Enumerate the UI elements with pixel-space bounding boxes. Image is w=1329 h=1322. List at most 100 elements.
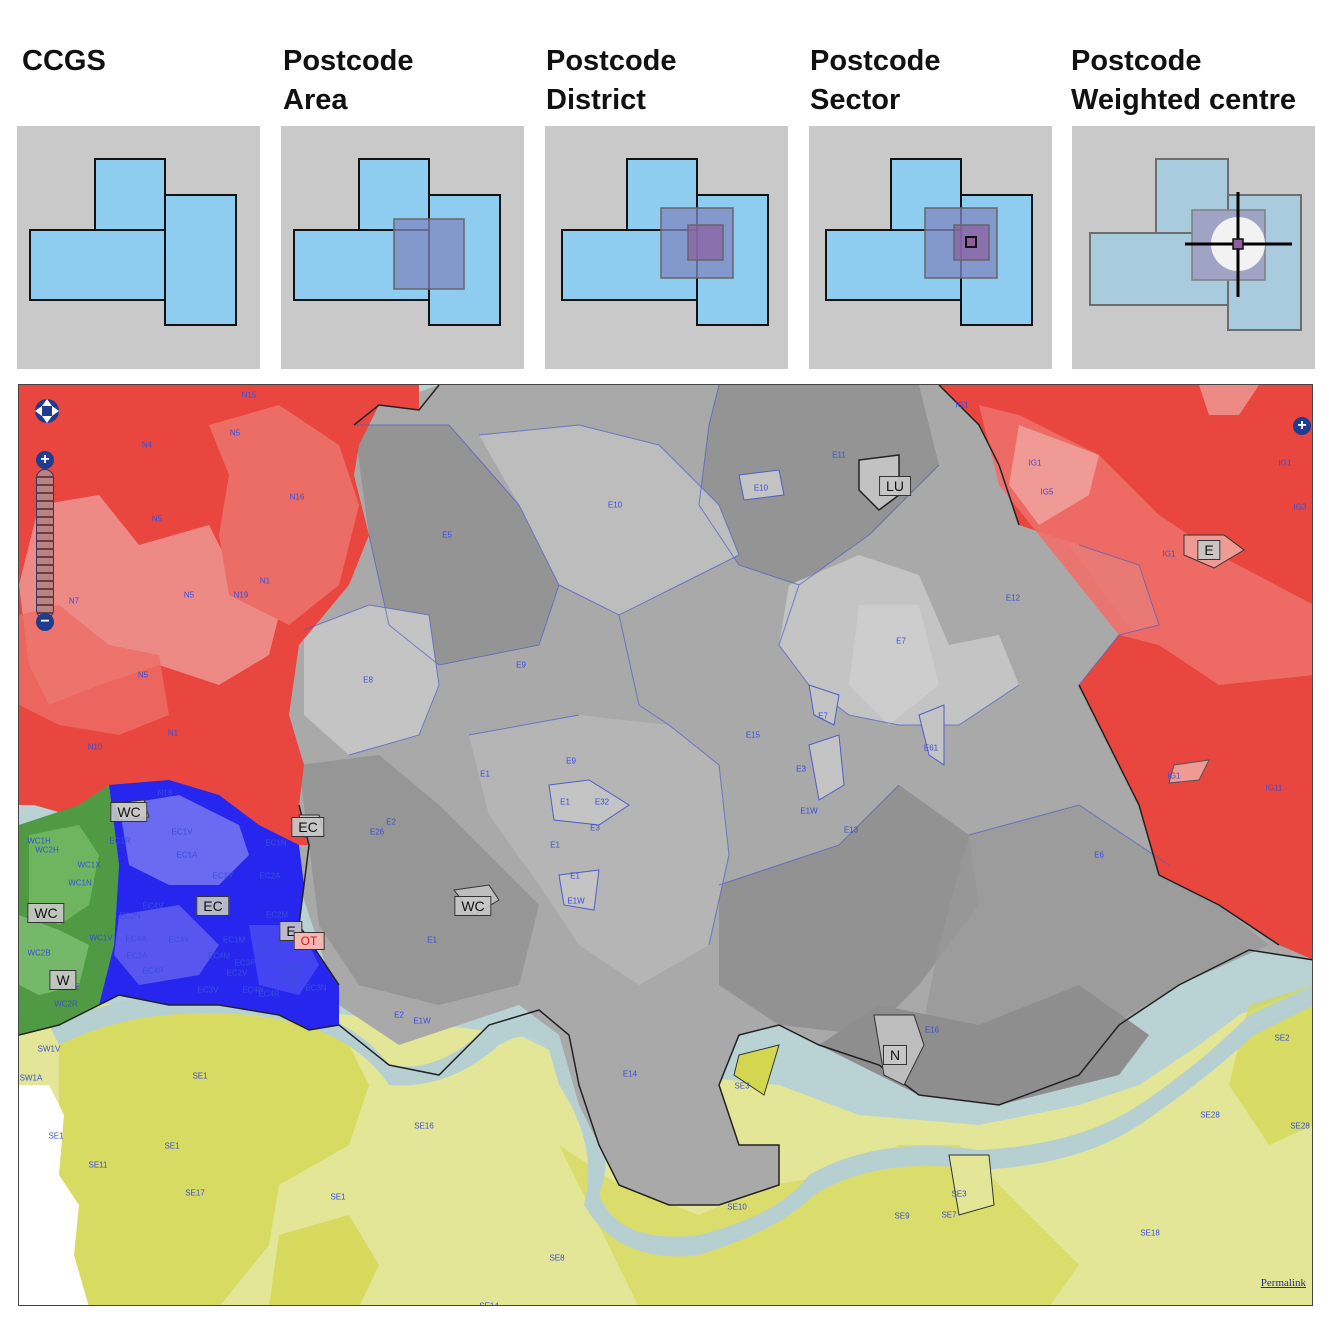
district-label: E7 [818, 711, 828, 721]
district-label: E1 [427, 935, 437, 945]
district-label: SE8 [549, 1253, 565, 1263]
district-label: SE18 [1140, 1228, 1160, 1238]
panel-area-diagram [281, 126, 524, 369]
district-label: IG1 [1162, 549, 1176, 559]
district-label: IG1 [1167, 771, 1181, 781]
district-label: SW1A [19, 1073, 43, 1083]
district-label: EC1A [176, 850, 198, 860]
district-label: N19 [233, 590, 249, 600]
panel-title-ccgs: CCGS [22, 45, 106, 77]
zoom-out-button[interactable]: − [36, 613, 54, 631]
district-label: SE3 [951, 1189, 967, 1199]
district-label: IG1 [955, 400, 969, 410]
district-label: WC2R [54, 999, 78, 1009]
district-label: EC4Y [168, 935, 190, 945]
district-label: EC2V [226, 968, 248, 978]
district-label: E5 [442, 530, 452, 540]
district-label: IG11 [1265, 783, 1283, 793]
district-label: E8 [363, 675, 373, 685]
panel-ccgs-diagram [17, 126, 260, 369]
district-label: E1 [560, 797, 570, 807]
district-label: N7 [68, 596, 80, 606]
district-label: SE2 [1274, 1033, 1290, 1043]
postcode-map[interactable]: N15 N5 N4 N16 N5 N1 N7 N5 N19 N5 N1 N10 N18 E10 E11 E10… [18, 384, 1313, 1306]
boundary-label: WC [110, 802, 148, 822]
district-label: IG1 [1028, 458, 1042, 468]
district-label: E10 [607, 500, 623, 510]
district-label: EC1N [265, 838, 287, 848]
panel-title-postcode-area: Postcode Area [283, 45, 414, 116]
district-label: EC3P [234, 958, 256, 968]
district-label: EC1V [171, 827, 193, 837]
district-label: N5 [137, 670, 149, 680]
district-label: E61 [923, 743, 939, 753]
district-label: IG3 [1293, 502, 1307, 512]
district-label: SE1 [330, 1192, 346, 1202]
district-label: N1 [167, 728, 179, 738]
boundary-label: OT [293, 932, 325, 950]
district-label: E9 [516, 660, 526, 670]
district-label: SE17 [185, 1188, 205, 1198]
boundary-label: N [882, 1045, 908, 1065]
panel-district-diagram [545, 126, 788, 369]
pan-arrows-icon[interactable] [33, 397, 61, 425]
boundary-label: W [49, 970, 77, 990]
panel-weighted-centre-diagram [1072, 126, 1315, 369]
zoom-slider[interactable] [36, 469, 54, 619]
district-label: E1 [570, 871, 580, 881]
district-label: EC2A [259, 871, 281, 881]
district-label: SW1V [37, 1044, 61, 1054]
district-label: N10 [87, 742, 103, 752]
district-label: E14 [622, 1069, 638, 1079]
district-label: E9 [566, 756, 576, 766]
district-label: E12 [1005, 593, 1021, 603]
district-label: SE14 [479, 1301, 499, 1306]
district-label: IG5 [1040, 487, 1054, 497]
district-label: EC2R [261, 942, 283, 952]
district-label: E15 [745, 730, 761, 740]
district-label: E32 [594, 797, 610, 807]
district-label: SE10 [727, 1202, 747, 1212]
district-label: N5 [151, 514, 163, 524]
panel-sector-diagram [809, 126, 1052, 369]
district-label: N15 [241, 390, 257, 400]
district-label: SE9 [894, 1211, 910, 1221]
district-label: E13 [843, 825, 859, 835]
district-label: EC2M [265, 910, 289, 920]
district-label: E1 [550, 840, 560, 850]
district-label: EC3M [281, 964, 305, 974]
district-label: IG1 [1278, 458, 1292, 468]
panel-title-weighted-centre: Postcode Weighted centre [1071, 45, 1297, 116]
district-label: SE1 [164, 1141, 180, 1151]
district-label: SE3 [734, 1081, 750, 1091]
district-label: N5 [183, 590, 195, 600]
district-label: EC4N [242, 985, 264, 995]
district-label: E3 [796, 764, 806, 774]
layer-switcher-button[interactable]: + [1293, 417, 1311, 435]
district-label: EC4R [258, 989, 280, 999]
district-label: EC4V [142, 901, 164, 911]
zoom-in-button[interactable]: + [36, 451, 54, 469]
district-label: WC2H [35, 845, 59, 855]
boundary-label: EC [196, 896, 230, 916]
district-label: E3 [590, 823, 600, 833]
district-label: E10 [753, 483, 769, 493]
district-label: E16 [924, 1025, 940, 1035]
district-label: SE7 [941, 1210, 957, 1220]
panel-title-postcode-district: Postcode District [546, 45, 677, 116]
district-label: EC1R [109, 836, 131, 846]
boundary-label: E [1197, 540, 1221, 560]
district-label: N18 [157, 788, 173, 798]
district-label: WC2B [27, 948, 51, 958]
district-label: SE1 [48, 1131, 64, 1141]
district-label: WC1X [77, 860, 101, 870]
district-label: N16 [289, 492, 305, 502]
district-label: N1 [259, 576, 271, 586]
district-label: EC3V [197, 985, 219, 995]
permalink-link[interactable]: Permalink [1260, 1277, 1306, 1289]
district-label: E2 [386, 817, 396, 827]
district-label: EC4M [207, 951, 231, 961]
district-label: E2 [394, 1010, 404, 1020]
district-label: E7 [896, 636, 906, 646]
district-label: SE1 [192, 1071, 208, 1081]
